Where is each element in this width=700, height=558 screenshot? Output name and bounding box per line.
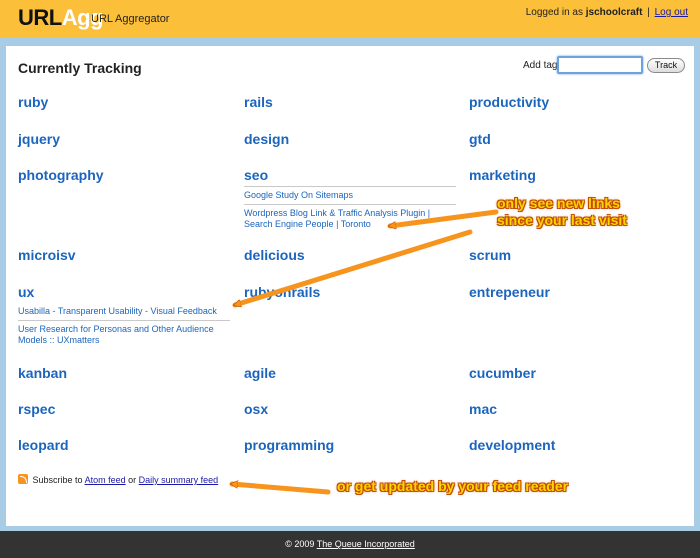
main-panel: Currently Tracking Add tag Track ruby ra… — [6, 46, 694, 526]
header: URLAgg URL Aggregator Logged in as jscho… — [0, 0, 700, 38]
tag-delicious[interactable]: delicious — [244, 247, 305, 263]
tag-rspec[interactable]: rspec — [18, 401, 56, 417]
callout-line-1: only see new links — [497, 195, 620, 211]
logged-in-label: Logged in as — [525, 7, 583, 18]
tag-ruby[interactable]: ruby — [18, 94, 49, 110]
new-link-item[interactable]: Wordpress Blog Link & Traffic Analysis P… — [244, 208, 431, 229]
daily-summary-feed-link[interactable]: Daily summary feed — [138, 475, 219, 485]
tagline: URL Aggregator — [91, 13, 170, 25]
company-link[interactable]: The Queue Incorporated — [316, 539, 415, 549]
copyright: © 2009 — [285, 539, 315, 549]
add-tag-label: Add tag — [523, 60, 558, 71]
callout-line-2: since your last visit — [497, 212, 627, 228]
subscribe-or: or — [128, 475, 137, 485]
tag-entrepeneur[interactable]: entrepeneur — [469, 284, 550, 300]
rss-icon — [18, 474, 28, 484]
tag-rails[interactable]: rails — [244, 94, 273, 110]
tag-kanban[interactable]: kanban — [18, 365, 68, 381]
separator: | — [647, 7, 650, 18]
page-title: Currently Tracking — [18, 60, 142, 76]
tag-jquery[interactable]: jquery — [18, 131, 61, 147]
tag-productivity[interactable]: productivity — [469, 94, 550, 110]
tag-gtd[interactable]: gtd — [469, 131, 491, 147]
seo-new-links: Google Study On Sitemaps Wordpress Blog … — [244, 186, 456, 233]
callout-new-links: only see new links since your last visit — [497, 195, 627, 229]
divider — [244, 186, 456, 187]
ux-new-links: Usabilla - Transparent Usability - Visua… — [18, 303, 230, 349]
callout-feed-reader: or get updated by your feed reader — [337, 478, 569, 494]
user-bar: Logged in as jschoolcraft | Log out — [526, 7, 688, 18]
tag-agile[interactable]: agile — [244, 365, 276, 381]
tag-marketing[interactable]: marketing — [469, 167, 536, 183]
tag-microisv[interactable]: microisv — [18, 247, 76, 263]
tag-development[interactable]: development — [469, 437, 556, 453]
atom-feed-link[interactable]: Atom feed — [84, 475, 126, 485]
tag-seo[interactable]: seo — [244, 167, 269, 183]
new-link-item[interactable]: Google Study On Sitemaps — [244, 190, 354, 200]
logo[interactable]: URLAgg — [18, 5, 103, 31]
footer: © 2009 The Queue Incorporated — [0, 531, 700, 558]
new-link-item[interactable]: Usabilla - Transparent Usability - Visua… — [18, 306, 217, 316]
subscribe-prefix: Subscribe to — [32, 475, 83, 485]
tag-mac[interactable]: mac — [469, 401, 498, 417]
tag-photography[interactable]: photography — [18, 167, 104, 183]
divider — [244, 204, 456, 205]
divider — [18, 320, 230, 321]
tag-programming[interactable]: programming — [244, 437, 335, 453]
tag-leopard[interactable]: leopard — [18, 437, 69, 453]
logo-url-text: URL — [18, 5, 62, 30]
username: jschoolcraft — [585, 7, 643, 18]
tag-ux[interactable]: ux — [18, 284, 35, 300]
tag-scrum[interactable]: scrum — [469, 247, 512, 263]
new-link-item[interactable]: User Research for Personas and Other Aud… — [18, 324, 214, 345]
tag-osx[interactable]: osx — [244, 401, 269, 417]
logo-agg-text: Agg — [61, 5, 104, 30]
logout-link[interactable]: Log out — [654, 7, 688, 18]
tag-design[interactable]: design — [244, 131, 290, 147]
add-tag-input[interactable] — [557, 56, 643, 74]
track-button[interactable]: Track — [647, 58, 685, 73]
tag-cucumber[interactable]: cucumber — [469, 365, 536, 381]
tag-rubyonrails[interactable]: rubyonrails — [244, 284, 321, 300]
subscribe-line: Subscribe to Atom feed or Daily summary … — [18, 473, 218, 485]
